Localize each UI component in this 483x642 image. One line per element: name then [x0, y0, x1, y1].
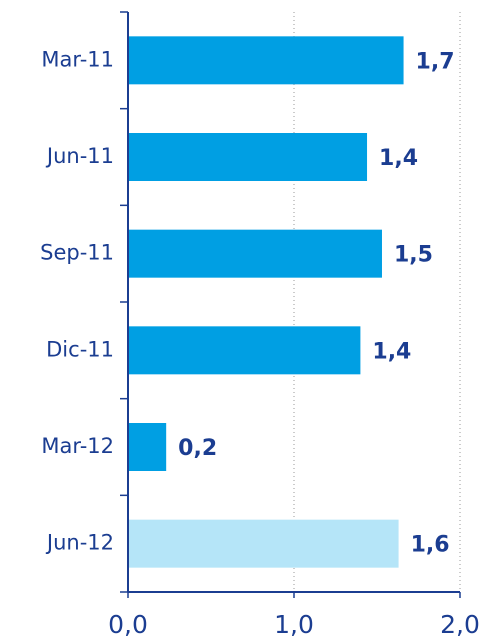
y-tick-label: Mar-11 — [41, 47, 114, 71]
y-tick-label: Dic-11 — [46, 337, 114, 361]
y-tick-label: Jun-12 — [45, 531, 114, 555]
x-tick-label: 1,0 — [274, 610, 314, 639]
data-label: 1,4 — [379, 146, 418, 171]
data-label: 1,7 — [416, 49, 455, 74]
bar — [128, 133, 368, 181]
y-tick-label: Mar-12 — [41, 434, 114, 458]
bar — [128, 36, 404, 85]
x-tick-label: 2,0 — [440, 610, 480, 639]
y-tick-label: Jun-11 — [45, 144, 114, 168]
bar — [128, 326, 361, 375]
data-label: 1,6 — [411, 533, 450, 558]
y-tick-label: Sep-11 — [40, 241, 114, 265]
bar — [128, 229, 382, 278]
bar — [128, 519, 399, 568]
bar — [128, 423, 167, 471]
data-label: 0,2 — [178, 436, 217, 461]
x-tick-label: 0,0 — [108, 610, 148, 639]
data-label: 1,5 — [394, 243, 433, 268]
data-label: 1,4 — [372, 339, 411, 364]
